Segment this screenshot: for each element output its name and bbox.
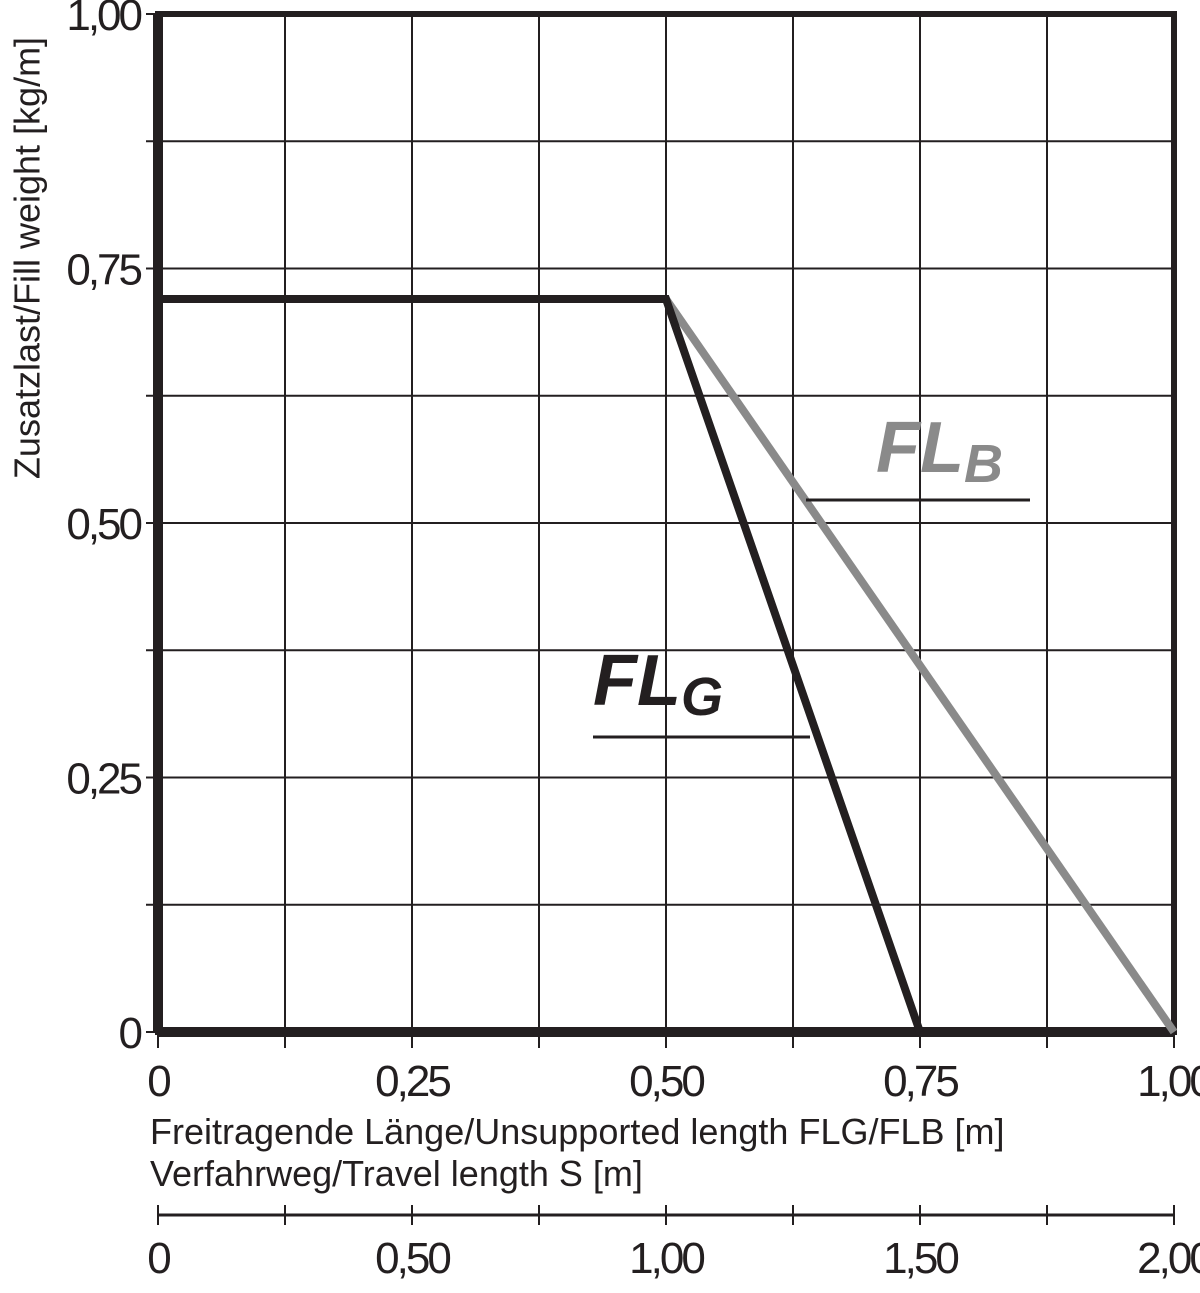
y-tick-label: 0 — [119, 1009, 142, 1058]
series-label-main: FL — [593, 641, 681, 721]
y-axis-label: Zusatzlast/Fill weight [kg/m] — [7, 37, 48, 479]
x2-tick-label: 1,00 — [629, 1234, 704, 1283]
series-label: FLB — [876, 408, 1003, 494]
x-tick-label: 0,50 — [629, 1057, 704, 1106]
series-label-main: FL — [876, 408, 964, 488]
y-tick-label: 0,75 — [66, 246, 141, 295]
y-tick-label: 1,00 — [66, 0, 141, 40]
x-axis-label: Freitragende Länge/Unsupported length FL… — [150, 1111, 1005, 1152]
x2-tick-label: 2,00 — [1137, 1234, 1200, 1283]
x-tick-label: 0,75 — [883, 1057, 958, 1106]
x-tick-label: 0,25 — [375, 1057, 450, 1106]
series-label-sub: G — [681, 667, 723, 727]
y-tick-label: 0,50 — [66, 500, 141, 549]
x2-axis-label: Verfahrweg/Travel length S [m] — [150, 1153, 643, 1194]
series-line — [662, 296, 1178, 1035]
series-line — [158, 295, 924, 1034]
series-label: FLG — [593, 641, 723, 727]
x2-tick-label: 0,50 — [375, 1234, 450, 1283]
y-tick-label: 0,25 — [66, 755, 141, 804]
x-tick-label: 0 — [147, 1057, 170, 1106]
x-tick-label: 1,00 — [1137, 1057, 1200, 1106]
x2-tick-label: 0 — [147, 1234, 170, 1283]
series-label-sub: B — [964, 434, 1003, 494]
x2-tick-label: 1,50 — [883, 1234, 958, 1283]
